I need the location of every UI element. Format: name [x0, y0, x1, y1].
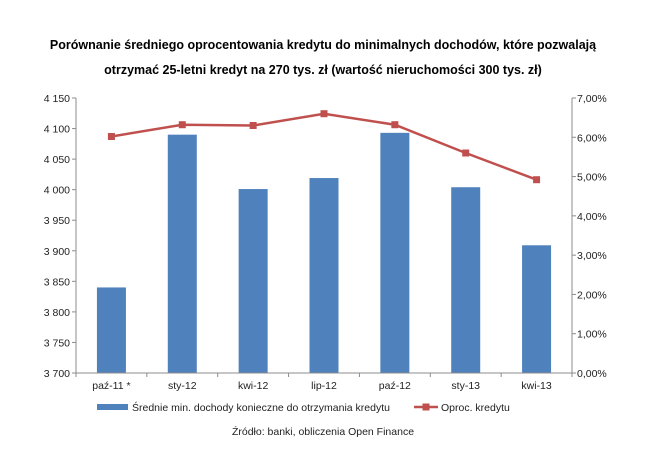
legend-bar-label: Średnie min. dochody konieczne do otrzym… [132, 401, 390, 414]
bar [522, 245, 552, 373]
y-left-tick-label: 3 700 [44, 368, 70, 380]
x-tick-label: sty-12 [168, 380, 197, 392]
line-point [178, 121, 186, 129]
bar [309, 178, 339, 373]
y-right-tick-label: 6,00% [577, 132, 607, 144]
bar [238, 189, 268, 373]
source-note: Źródło: banki, obliczenia Open Finance [231, 426, 415, 438]
bar [451, 187, 481, 373]
y-right-tick-label: 0,00% [577, 368, 607, 380]
line-point [107, 133, 115, 140]
plot-area [96, 110, 552, 373]
y-right-tick-label: 3,00% [577, 250, 607, 262]
y-left-tick-label: 4 000 [44, 185, 70, 197]
y-right-tick-label: 4,00% [577, 211, 607, 223]
x-tick-label: kwi-13 [521, 380, 552, 392]
y-left-tick-label: 3 800 [44, 307, 70, 319]
bar [96, 287, 126, 373]
line-point [249, 122, 257, 129]
y-left-tick-label: 4 100 [44, 124, 70, 136]
chart-title-line-1: Porównanie średniego oprocentowania kred… [49, 38, 597, 52]
line-point [391, 121, 399, 129]
y-right-tick-label: 1,00% [577, 329, 607, 341]
y-left-tick-label: 4 150 [44, 93, 70, 105]
y-left-tick-label: 3 850 [44, 276, 70, 288]
axes: 3 700 3 750 3 800 3 850 3 900 3 950 4 000 4 050… [44, 93, 607, 392]
x-tick-label: lip-12 [311, 380, 337, 392]
bar [167, 134, 197, 373]
y-right-tick-label: 7,00% [577, 93, 607, 105]
y-left-tick-label: 3 950 [44, 215, 70, 227]
line-point [533, 176, 541, 184]
legend: Średnie min. dochody konieczne do otrzym… [97, 401, 510, 414]
y-right-tick-label: 2,00% [577, 289, 607, 301]
y-left-tick-label: 3 750 [44, 337, 70, 349]
line-point [320, 110, 328, 118]
legend-line-marker [422, 403, 430, 411]
legend-bar-swatch [97, 404, 128, 410]
line-point [462, 149, 470, 157]
x-tick-label: sty-13 [451, 380, 480, 392]
y-right-tick-label: 5,00% [577, 172, 607, 184]
x-tick-label: kwi-12 [238, 380, 269, 392]
y-left-tick-label: 4 050 [44, 154, 70, 166]
bar [380, 132, 410, 373]
x-tick-label: paź-12 [379, 380, 411, 392]
x-tick-label: paź-11 * [92, 380, 130, 392]
chart-title-line-2: otrzymać 25-letni kredyt na 270 tys. zł … [104, 63, 542, 77]
y-left-tick-label: 3 900 [44, 246, 70, 258]
legend-line-label: Oproc. kredytu [441, 402, 510, 414]
